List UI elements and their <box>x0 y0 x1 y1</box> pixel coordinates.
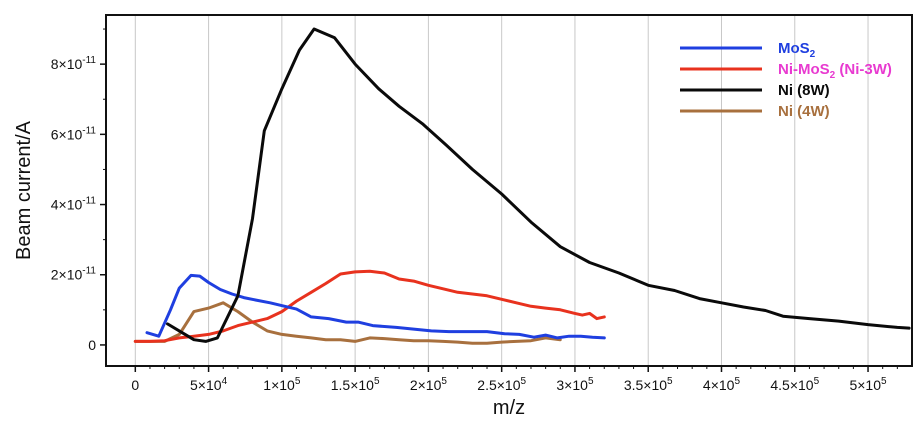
y-tick-label: 6×10-11 <box>51 125 97 142</box>
y-tick-base: 8×10 <box>51 56 83 72</box>
x-tick-exp: 5 <box>814 376 820 387</box>
x-axis-ticks: 0 5×104 1×105 1.5×105 2×105 2.5×105 3×105 3.5×1… <box>131 366 898 393</box>
legend-subscript: 2 <box>810 49 816 60</box>
y-tick-base: 4×10 <box>51 197 83 213</box>
y-tick-label: 4×10-11 <box>51 196 97 213</box>
grid-lines <box>134 15 869 366</box>
legend-label: Ni-MoS2 (Ni-3W) <box>778 61 892 81</box>
plot-frame <box>105 14 913 367</box>
x-tick-label: 3.5×105 <box>624 376 673 393</box>
x-tick-base: 1×10 <box>263 377 295 393</box>
x-tick-exp: 4 <box>222 376 228 387</box>
x-tick-exp: 5 <box>734 376 740 387</box>
legend-name: Ni-MoS <box>778 61 830 78</box>
x-tick-label: 4.5×105 <box>770 376 819 393</box>
y-tick-exp: -11 <box>82 55 96 66</box>
x-tick-exp: 5 <box>441 376 447 387</box>
legend-name-rest: (Ni-3W) <box>835 61 892 78</box>
y-axis-ticks: 02×10-114×10-116×10-118×10-11 <box>51 28 106 353</box>
series-line-3 <box>133 301 562 345</box>
x-tick-base: 4×10 <box>703 377 735 393</box>
y-tick-exp: -11 <box>82 196 96 207</box>
x-tick-exp: 5 <box>295 376 301 387</box>
legend-name: Ni (8W) <box>778 82 830 99</box>
x-tick-label: 1×105 <box>263 376 301 393</box>
x-tick-label: 2×105 <box>410 376 448 393</box>
x-tick-base: 2×10 <box>410 377 442 393</box>
x-tick-label: 3×105 <box>556 376 594 393</box>
legend-label: MoS2 <box>778 40 816 60</box>
x-tick-base: 2.5×10 <box>477 377 520 393</box>
x-tick-exp: 5 <box>881 376 887 387</box>
x-tick-base: 5×10 <box>190 377 222 393</box>
y-tick-label: 2×10-11 <box>51 266 97 283</box>
x-tick-exp: 5 <box>521 376 527 387</box>
series-lines <box>133 27 911 345</box>
legend-name: MoS <box>778 40 810 57</box>
series-line-0 <box>145 273 606 340</box>
x-tick-base: 0 <box>131 377 139 393</box>
y-tick-exp: -11 <box>82 266 96 277</box>
x-axis-title: m/z <box>493 397 525 419</box>
y-tick-base: 6×10 <box>51 126 83 142</box>
y-tick-label: 0 <box>88 337 96 353</box>
y-tick-base: 2×10 <box>51 267 83 283</box>
y-tick-exp: -11 <box>82 125 96 136</box>
y-tick-base: 0 <box>88 337 96 353</box>
x-tick-label: 2.5×105 <box>477 376 526 393</box>
x-tick-base: 3×10 <box>556 377 588 393</box>
legend-subscript: 2 <box>830 70 836 81</box>
legend-name: Ni (4W) <box>778 103 830 120</box>
x-tick-exp: 5 <box>588 376 594 387</box>
series-line-2 <box>166 27 911 343</box>
series-line-1 <box>133 269 606 343</box>
x-tick-base: 5×10 <box>849 377 881 393</box>
x-tick-base: 3.5×10 <box>624 377 667 393</box>
x-tick-label: 1.5×105 <box>331 376 380 393</box>
x-tick-exp: 5 <box>667 376 673 387</box>
x-tick-label: 5×105 <box>849 376 887 393</box>
x-tick-base: 1.5×10 <box>331 377 374 393</box>
legend-label: Ni (4W) <box>778 103 830 120</box>
x-tick-base: 4.5×10 <box>770 377 813 393</box>
x-tick-exp: 5 <box>374 376 380 387</box>
legend-label: Ni (8W) <box>778 82 830 99</box>
y-tick-label: 8×10-11 <box>51 55 97 72</box>
y-axis-title: Beam current/A <box>13 120 35 260</box>
x-tick-label: 5×104 <box>190 376 228 393</box>
x-tick-label: 0 <box>131 377 139 393</box>
x-tick-label: 4×105 <box>703 376 741 393</box>
